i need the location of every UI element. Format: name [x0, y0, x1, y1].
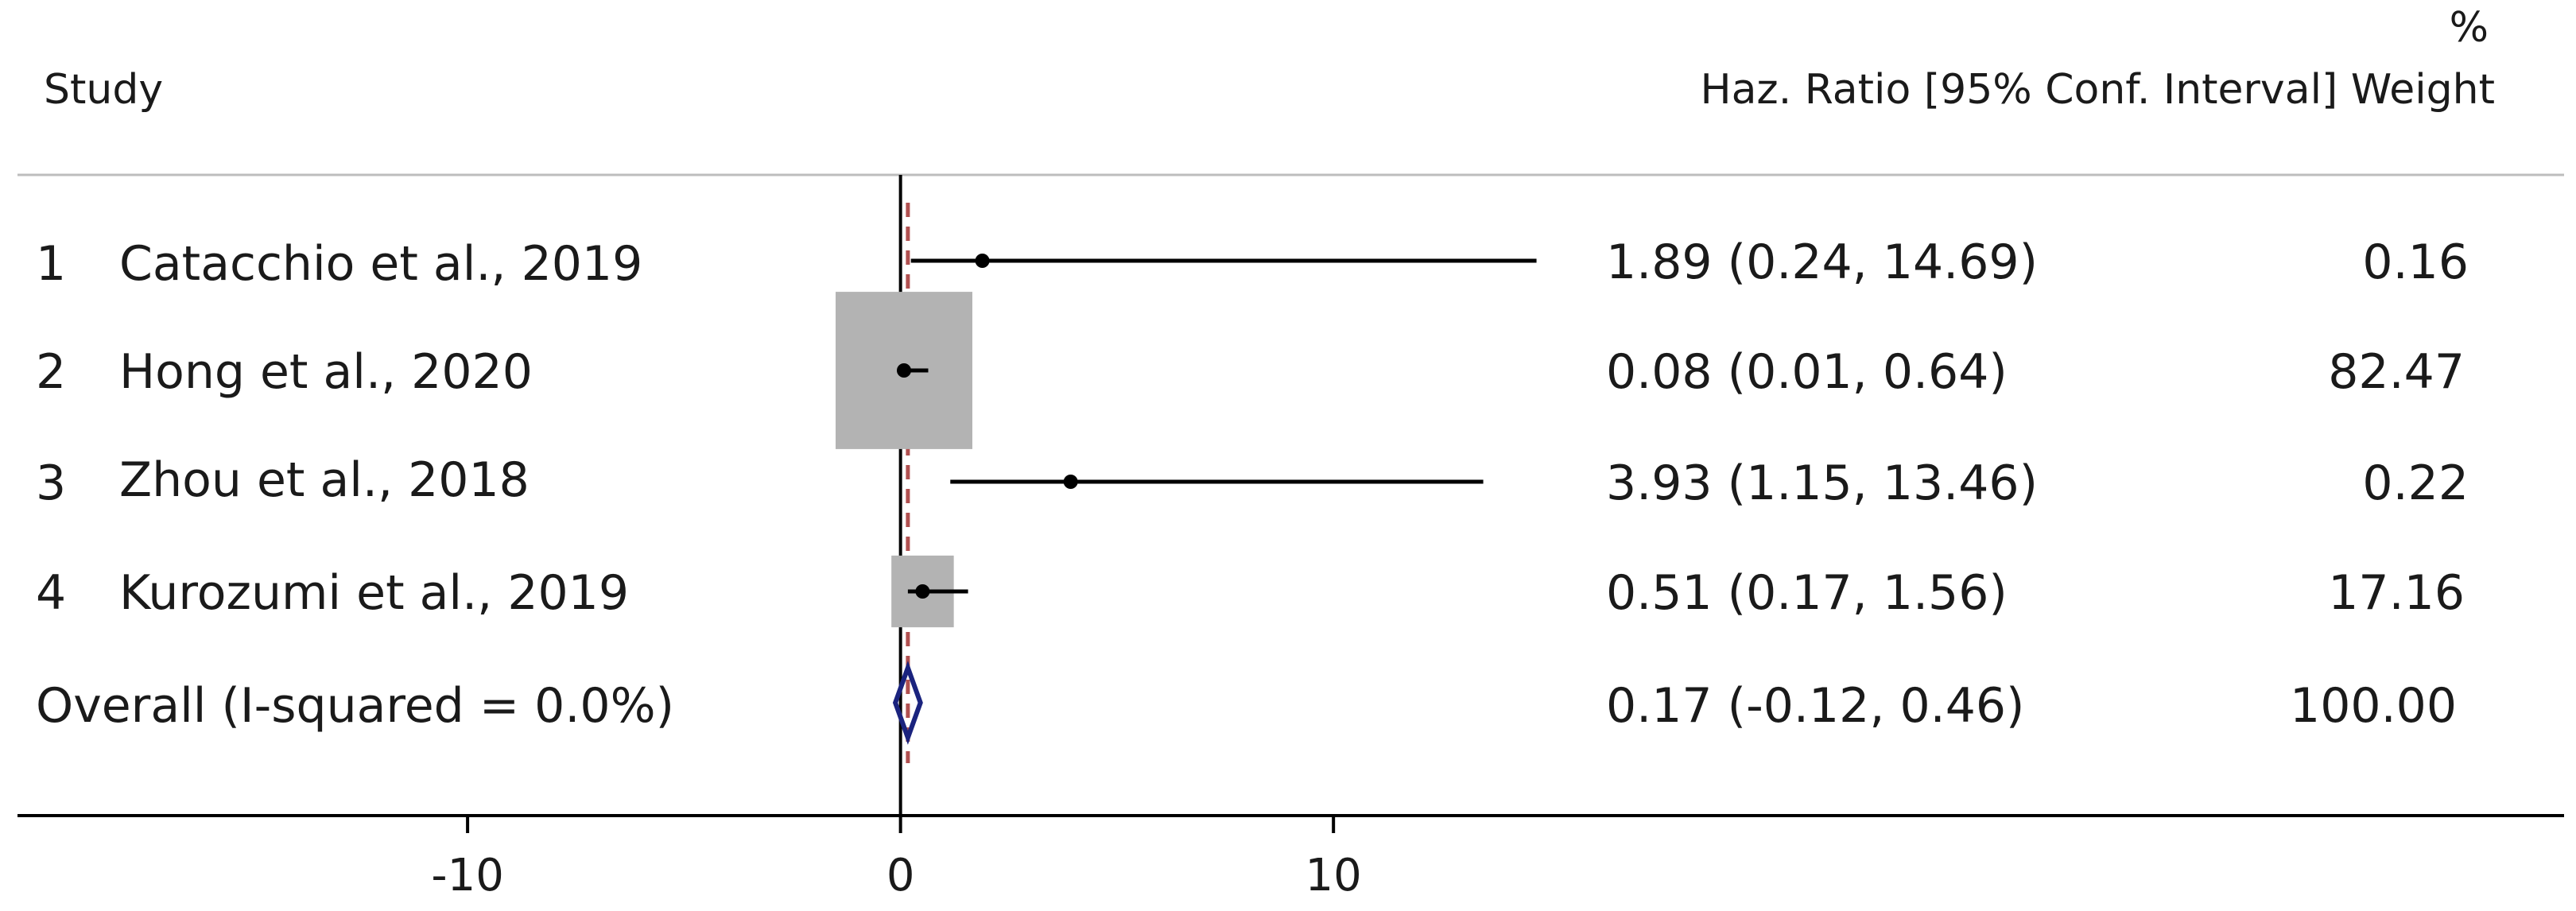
study-name: Zhou et al., 2018 — [119, 452, 530, 508]
overall-label: Overall (I-squared = 0.0%) — [36, 678, 674, 734]
x-tick-label: -10 — [431, 850, 503, 901]
study-row: 2 Hong et al., 2020 0.08 (0.01, 0.64) 82… — [36, 344, 2465, 400]
x-tick-label: 10 — [1305, 850, 1362, 901]
plot-marks — [835, 175, 1537, 816]
overall-ci-text: 0.17 (-0.12, 0.46) — [1606, 678, 2024, 734]
study-point — [915, 584, 930, 599]
overall-row: Overall (I-squared = 0.0%) 0.17 (-0.12, … — [36, 678, 2457, 734]
study-ci-text: 1.89 (0.24, 14.69) — [1606, 235, 2038, 290]
study-point — [975, 254, 990, 268]
x-tick-label: 0 — [886, 850, 915, 901]
study-name: Kurozumi et al., 2019 — [119, 565, 629, 621]
header-estimate: Haz. Ratio [95% Conf. Interval] Weight — [1700, 66, 2495, 114]
study-name: Catacchio et al., 2019 — [119, 236, 642, 292]
study-ci-text: 0.08 (0.01, 0.64) — [1606, 344, 2008, 400]
study-point — [896, 363, 911, 378]
study-row: 4 Kurozumi et al., 2019 0.51 (0.17, 1.56… — [36, 565, 2465, 621]
study-weight: 0.16 — [2362, 235, 2469, 290]
study-weight: 0.22 — [2362, 456, 2469, 511]
study-weight: 82.47 — [2328, 344, 2465, 400]
study-number: 3 — [36, 456, 66, 511]
study-weight: 17.16 — [2328, 565, 2465, 621]
study-name: Hong et al., 2020 — [119, 344, 533, 400]
study-number: 2 — [36, 344, 66, 400]
study-ci-text: 0.51 (0.17, 1.56) — [1606, 565, 2008, 621]
study-number: 4 — [36, 565, 66, 621]
study-number: 1 — [36, 236, 66, 292]
header-study: Study — [44, 66, 163, 114]
study-row: 3 Zhou et al., 2018 3.93 (1.15, 13.46) 0… — [36, 452, 2469, 511]
study-row: 1 Catacchio et al., 2019 1.89 (0.24, 14.… — [36, 235, 2469, 292]
header-percent: % — [2450, 4, 2489, 52]
study-ci-text: 3.93 (1.15, 13.46) — [1606, 456, 2038, 511]
study-point — [1063, 475, 1078, 489]
overall-diamond — [892, 661, 923, 745]
overall-weight: 100.00 — [2290, 678, 2457, 734]
